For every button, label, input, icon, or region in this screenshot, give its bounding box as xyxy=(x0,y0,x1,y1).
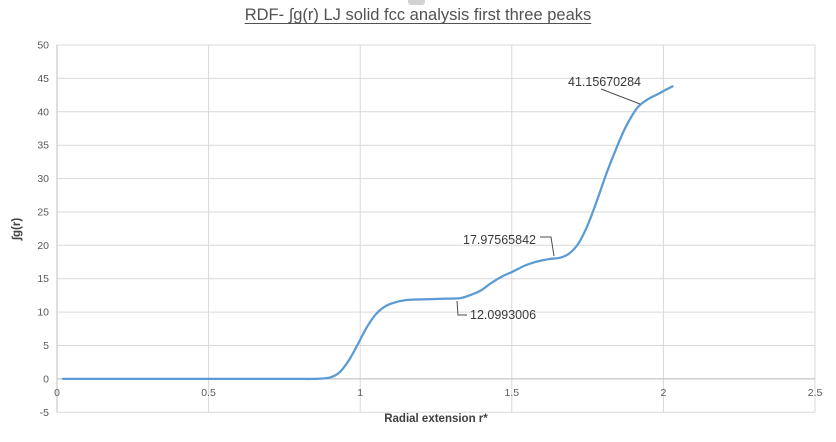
x-tick-label: 2 xyxy=(660,387,666,399)
chart-title: RDF- ∫g(r) LJ solid fcc analysis first t… xyxy=(244,6,592,24)
x-tick-label: 2.5 xyxy=(808,387,823,399)
annotation-leader-line xyxy=(600,88,641,105)
y-tick-label: 0 xyxy=(43,373,49,385)
y-tick-label: -5 xyxy=(40,407,49,419)
y-axis-title: ∫g(r) xyxy=(11,218,23,241)
y-tick-label: 30 xyxy=(37,173,49,185)
x-tick-label: 0.5 xyxy=(201,387,216,399)
x-tick-label: 1.5 xyxy=(504,387,519,399)
y-tick-label: 20 xyxy=(37,240,49,252)
annotation-leader-line xyxy=(540,236,555,257)
x-tick-label: 0 xyxy=(54,387,60,399)
x-axis-title: Radial extension r* xyxy=(384,413,488,425)
y-tick-label: 50 xyxy=(37,40,49,52)
y-tick-label: 15 xyxy=(37,273,49,285)
y-tick-label: 40 xyxy=(37,106,49,118)
y-tick-label: 10 xyxy=(37,307,49,319)
x-tick-label: 1 xyxy=(357,387,363,399)
data-point-label: 17.97565842 xyxy=(463,233,536,247)
y-tick-label: 45 xyxy=(37,73,49,85)
y-tick-label: 5 xyxy=(43,340,49,352)
y-tick-label: 35 xyxy=(37,140,49,152)
chart-selection-handle[interactable] xyxy=(408,0,425,5)
rdf-series-line xyxy=(61,85,674,381)
annotation-leader-line xyxy=(456,300,467,316)
data-point-label: 41.15670284 xyxy=(568,75,641,89)
data-point-label: 12.0993006 xyxy=(470,308,536,322)
y-tick-label: 25 xyxy=(37,207,49,219)
